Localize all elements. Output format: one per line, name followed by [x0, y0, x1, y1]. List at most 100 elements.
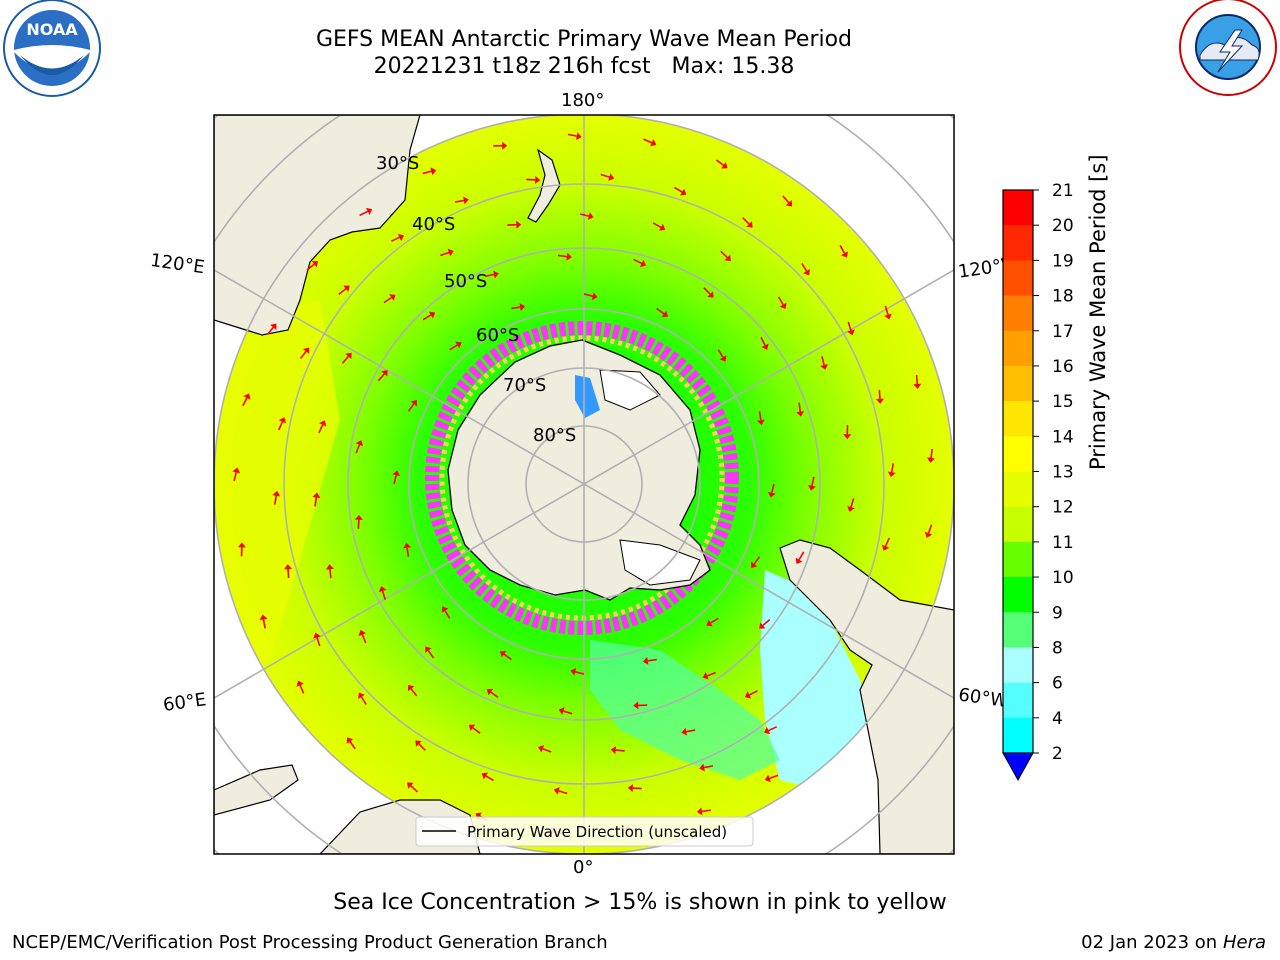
wave-arrow	[768, 726, 778, 732]
wave-arrow	[454, 199, 465, 203]
sea-ice-caption: Sea Ice Concentration > 15% is shown in …	[333, 890, 947, 915]
wave-arrow-head	[633, 701, 639, 710]
footer-date: 02 Jan 2023 on Hera	[1081, 932, 1266, 953]
wave-arrow-head	[924, 531, 933, 538]
wave-arrow-head	[468, 724, 476, 732]
map-legend: Primary Wave Direction (unscaled)	[415, 816, 754, 847]
wave-arrow	[758, 411, 762, 421]
wave-arrow	[701, 809, 711, 813]
wave-arrow	[359, 210, 369, 217]
wave-arrow-head	[463, 196, 469, 205]
wave-arrow	[557, 254, 568, 258]
sea-ice-edge	[425, 321, 739, 635]
wave-arrow-head	[576, 132, 582, 141]
colorbar-block	[1003, 612, 1033, 648]
lat-label-70s: 70°S	[503, 375, 546, 396]
wave-arrow	[890, 463, 895, 473]
wave-arrow-head	[358, 629, 367, 637]
wave-arrow-head	[707, 291, 714, 298]
wave-arrow-head	[610, 746, 617, 755]
wave-arrow-head	[237, 542, 246, 548]
wave-arrow-head	[365, 207, 373, 216]
colorbar-block	[1003, 190, 1033, 226]
colorbar-tick-label: 4	[1052, 709, 1063, 729]
wave-arrow	[717, 349, 724, 358]
wave-arrow	[490, 691, 499, 699]
wave-arrow	[383, 296, 392, 304]
wave-arrow-head	[381, 370, 388, 377]
wave-arrow	[878, 389, 881, 399]
wave-arrow-head	[311, 261, 319, 268]
wave-arrow-head	[591, 292, 598, 301]
wave-arrow-head	[756, 419, 765, 426]
wave-arrow	[407, 403, 415, 412]
wave-arrow	[287, 569, 290, 579]
colorbar-tick-label: 15	[1052, 392, 1074, 412]
wave-arrow	[418, 743, 426, 751]
wave-arrow-head	[270, 323, 277, 330]
wave-arrow-head	[392, 470, 401, 477]
wave-arrow	[749, 690, 758, 696]
colorbar-block	[1003, 365, 1033, 402]
lon-label-180: 180°	[561, 90, 604, 111]
wave-arrow-head	[779, 302, 787, 309]
wave-arrow	[485, 775, 495, 782]
wave-arrow	[444, 610, 451, 619]
wave-arrow	[753, 556, 761, 565]
wave-arrow-head	[403, 542, 412, 549]
wave-arrow	[329, 569, 332, 579]
wave-arrow-head	[455, 341, 462, 349]
wave-arrow	[262, 619, 266, 629]
wave-arrow	[633, 258, 643, 265]
wave-arrow	[821, 356, 825, 366]
wave-arrow	[600, 173, 610, 178]
wave-arrow-head	[534, 175, 541, 184]
wave-arrow-head	[447, 248, 454, 257]
colorbar-block	[1003, 330, 1033, 367]
wave-arrow	[542, 748, 552, 753]
wave-arrow-head	[913, 383, 922, 389]
lon-label-0: 0°	[573, 857, 593, 878]
wave-arrow	[769, 774, 779, 780]
wave-arrow	[361, 634, 367, 644]
graticule	[214, 115, 954, 854]
lat-label-80s: 80°S	[533, 425, 576, 446]
wave-arrow-head	[706, 619, 713, 627]
wave-arrow	[377, 373, 385, 382]
wave-arrow-head	[764, 774, 771, 783]
wave-arrow	[511, 306, 521, 310]
wave-arrow-head	[881, 544, 890, 551]
wave-arrow-head	[415, 740, 422, 747]
wave-arrow	[930, 448, 934, 459]
legend-label: Primary Wave Direction (unscaled)	[467, 823, 727, 841]
wave-arrow-head	[354, 514, 363, 520]
wave-arrow-head	[759, 622, 766, 629]
wave-arrow-head	[278, 417, 287, 424]
wave-arrow	[583, 293, 593, 297]
colorbar-tick-label: 9	[1052, 603, 1063, 623]
wave-arrow-head	[699, 763, 705, 772]
wave-arrow	[839, 245, 846, 254]
wave-arrow-head	[425, 646, 432, 653]
nws-logo	[1179, 0, 1277, 96]
wave-arrow	[338, 288, 347, 295]
wave-arrow-head	[785, 200, 793, 207]
footer-host: Hera	[1222, 932, 1266, 953]
wave-arrow-head	[441, 606, 449, 613]
wave-arrow-head	[639, 259, 647, 267]
lon-label-60e: 60°E	[162, 689, 208, 716]
wave-arrow	[341, 355, 349, 364]
colorbar-tick-label: 17	[1052, 322, 1074, 342]
wave-arrow	[440, 251, 450, 257]
wave-arrow-head	[408, 684, 415, 692]
colorbar-tick-label: 18	[1052, 287, 1074, 307]
wave-arrow-head	[410, 400, 418, 407]
sea-ice-inner	[439, 335, 725, 621]
colorbar-tick-label: 2	[1052, 744, 1063, 764]
wave-arrow-head	[761, 343, 769, 350]
wave-arrow-head	[566, 252, 572, 261]
colorbar-block	[1003, 225, 1033, 261]
wave-arrow-head	[397, 233, 405, 242]
wave-arrow-head	[927, 457, 935, 463]
